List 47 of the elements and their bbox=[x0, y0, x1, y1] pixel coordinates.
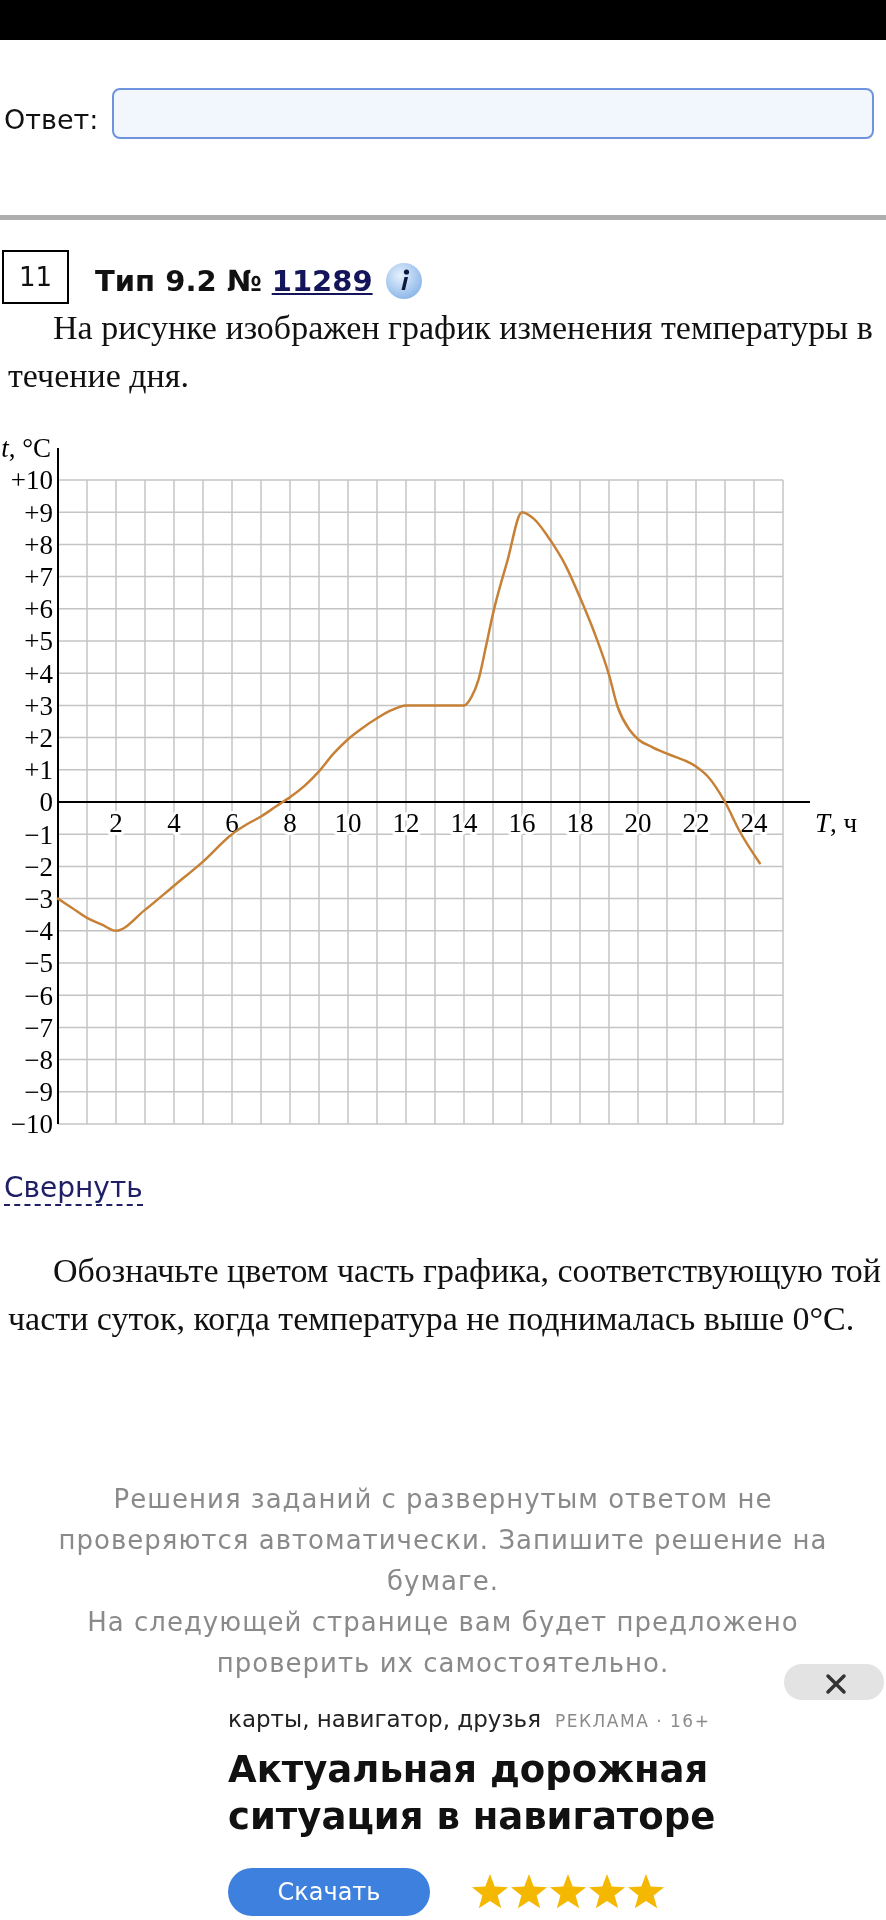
x-axis-title: T, ч bbox=[815, 808, 858, 838]
y-axis-title: t, °C bbox=[1, 433, 51, 463]
y-tick-label: −3 bbox=[24, 884, 53, 915]
y-tick-label: +9 bbox=[24, 497, 53, 528]
text: карты, навигатор, друзья bbox=[228, 1705, 542, 1734]
y-tick-label: +5 bbox=[24, 626, 53, 657]
text: Обозначьте цветом часть графика, соответствующую той части суток, когда температура не поднималась выше 0°C. bbox=[8, 1251, 882, 1339]
x-tick-label: 24 bbox=[740, 808, 768, 838]
y-tick-label: −5 bbox=[24, 948, 53, 979]
x-tick-label: 16 bbox=[508, 808, 536, 838]
y-tick-label: +1 bbox=[24, 755, 53, 786]
text: На следующей странице вам будет предложено проверить их самостоятельно. bbox=[86, 1606, 800, 1680]
text: Свернуть bbox=[4, 1171, 143, 1206]
x-tick-label: 12 bbox=[392, 808, 420, 838]
x-tick-label: 22 bbox=[682, 808, 710, 838]
y-tick-label: +7 bbox=[24, 562, 53, 593]
x-tick-label: 14 bbox=[450, 808, 478, 838]
x-tick-label: 8 bbox=[283, 808, 297, 838]
chart-title: На рисунке изображен график изменения температуры в течение дня. bbox=[8, 308, 874, 396]
text: Тип 9.2 № 11289 bbox=[95, 263, 373, 299]
y-tick-label: −6 bbox=[24, 980, 53, 1011]
number-frame: 11 bbox=[2, 250, 69, 304]
x-tick-label: 4 bbox=[167, 808, 182, 838]
y-tick-label: −1 bbox=[24, 819, 53, 850]
text: Актуальная дорожная ситуация в навигаторе bbox=[228, 1747, 717, 1840]
x-tick-label: 10 bbox=[334, 808, 362, 838]
y-tick-label: −10 bbox=[10, 1109, 53, 1140]
x-tick-label: 6 bbox=[225, 808, 239, 838]
x-tick-label: 2 bbox=[109, 808, 123, 838]
y-tick-label: −8 bbox=[24, 1045, 53, 1076]
download-button: Скачать bbox=[228, 1868, 430, 1916]
y-tick-label: +6 bbox=[24, 594, 53, 625]
x-tick-label: 18 bbox=[566, 808, 594, 838]
y-tick-label: 0 bbox=[39, 787, 53, 818]
y-tick-label: −9 bbox=[24, 1077, 53, 1108]
y-tick-label: +8 bbox=[24, 529, 53, 560]
y-tick-label: −4 bbox=[24, 916, 54, 947]
text: Ответ: bbox=[4, 103, 99, 137]
text: РЕКЛАМА · 16+ bbox=[555, 1710, 711, 1733]
x-tick-label: 20 bbox=[624, 808, 652, 838]
y-tick-label: +4 bbox=[24, 658, 54, 689]
y-tick-label: −7 bbox=[24, 1012, 53, 1043]
y-tick-label: +10 bbox=[10, 465, 53, 496]
y-tick-label: −2 bbox=[24, 851, 53, 882]
y-tick-label: +2 bbox=[24, 723, 53, 754]
y-tick-label: +3 bbox=[24, 690, 53, 721]
text: Решения заданий с развернутым ответом не проверяются автоматически. Запишите решение на бумаге. bbox=[57, 1483, 829, 1598]
